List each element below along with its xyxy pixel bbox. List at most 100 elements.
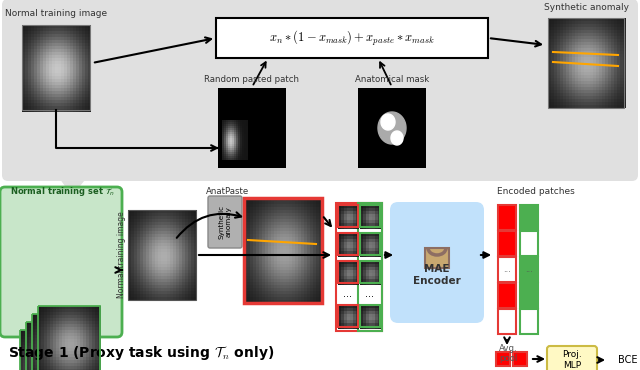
Bar [167,282,170,285]
Bar [599,51,602,54]
Bar [158,258,161,261]
Bar [77,342,80,345]
Bar [80,350,83,353]
Bar [265,228,268,231]
Bar [55,58,58,61]
Bar [246,140,248,142]
Bar [301,264,304,267]
Bar [92,344,95,347]
Bar [581,21,584,24]
Bar [623,54,626,57]
Bar [92,338,95,341]
Bar [344,270,347,273]
Bar [155,213,158,216]
Bar [56,317,59,320]
Bar [259,243,262,246]
Bar [599,54,602,57]
Bar [356,317,359,320]
Bar [143,279,146,282]
Bar [52,31,55,34]
Bar [53,345,56,348]
Bar [62,363,65,366]
Bar [246,130,248,132]
Bar [76,106,79,109]
Bar [347,245,350,248]
Bar [173,210,176,213]
Bar [64,49,67,52]
Bar [581,18,584,21]
Bar [240,120,242,122]
Bar [222,140,224,142]
Bar [173,234,176,237]
Bar [61,64,64,67]
Bar [79,109,82,112]
Text: BCE: BCE [618,355,637,365]
Bar [602,99,605,102]
Bar [356,236,359,239]
Bar [228,120,230,122]
Bar [71,333,74,336]
Bar [185,222,188,225]
Bar [247,210,250,213]
Bar [56,342,59,345]
Bar [271,294,274,297]
Bar [38,352,41,355]
Bar [271,234,274,237]
Bar [43,82,46,85]
Bar [35,352,38,355]
Bar [620,102,623,105]
Bar [623,30,626,33]
Bar [551,75,554,78]
Bar [316,237,319,240]
Bar [82,43,85,46]
Bar [143,255,146,258]
Bar [240,138,242,140]
Bar [73,40,76,43]
Bar [188,234,191,237]
Bar [259,216,262,219]
Bar [360,211,363,214]
Bar [77,353,80,356]
Bar [68,333,71,336]
Bar [22,61,25,64]
Bar [32,334,35,337]
Bar [146,288,149,291]
Bar [62,350,65,353]
Bar [86,326,89,329]
Bar [575,72,578,75]
Bar [298,231,301,234]
Bar [29,348,32,351]
Bar [307,207,310,210]
Bar [280,207,283,210]
Bar [88,37,91,40]
Bar [68,335,71,338]
Bar [49,106,52,109]
Bar [83,363,86,366]
Bar [62,341,65,344]
Bar [277,288,280,291]
Bar [240,158,242,160]
Bar [222,134,224,136]
Bar [79,73,82,76]
Bar [244,210,247,213]
Bar [310,219,313,222]
Bar [67,85,70,88]
Bar [70,46,73,49]
Bar [295,237,298,240]
Bar [173,246,176,249]
Bar [50,336,53,339]
Bar [581,39,584,42]
Bar [71,342,74,345]
Bar [53,336,56,339]
Bar [520,309,538,334]
Bar [256,276,259,279]
Bar [73,91,76,94]
Bar [83,338,86,341]
Bar [557,84,560,87]
Bar [38,355,41,358]
Bar [262,279,265,282]
Bar [59,346,62,349]
Bar [50,314,53,317]
Bar [167,216,170,219]
Bar [73,70,76,73]
